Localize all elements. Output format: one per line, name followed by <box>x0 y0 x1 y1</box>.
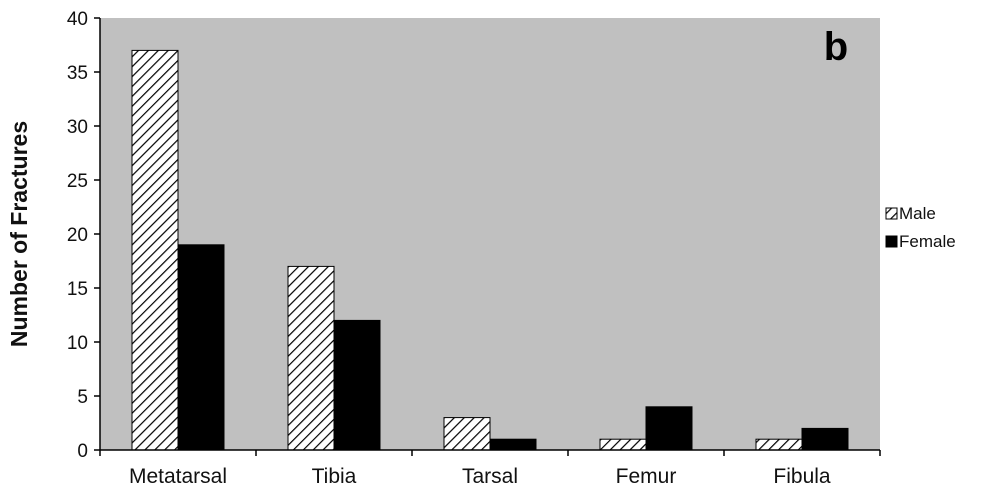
bar-female-fibula <box>801 427 849 451</box>
x-category-label: Tibia <box>312 465 357 488</box>
bars <box>131 49 849 451</box>
x-category-label: Fibula <box>773 465 831 488</box>
bar-male-tarsal <box>443 417 491 451</box>
bar-female-femur <box>645 406 693 451</box>
bar-male-metatarsal <box>131 49 179 451</box>
x-category-label: Metatarsal <box>129 465 227 488</box>
bar-male-femur <box>599 438 647 451</box>
y-tick-label: 25 <box>67 171 88 192</box>
y-axis-label: Number of Fractures <box>6 121 32 347</box>
legend-swatch-female <box>885 235 898 248</box>
x-category-label: Tarsal <box>462 465 518 488</box>
panel-label: b <box>824 25 848 69</box>
bar-female-tarsal <box>489 438 537 451</box>
y-axis-ticks: 0 5 10 15 20 25 30 35 40 <box>67 9 100 462</box>
y-tick-label: 10 <box>67 333 88 354</box>
x-category-label: Femur <box>616 465 677 488</box>
bar-female-metatarsal <box>177 244 225 451</box>
y-tick-label: 20 <box>67 225 88 246</box>
x-axis-categories: Metatarsal Tibia Tarsal Femur Fibula <box>99 450 881 488</box>
y-tick-label: 0 <box>77 441 88 462</box>
legend-swatch-male <box>885 207 898 220</box>
y-tick-label: 35 <box>67 63 88 84</box>
y-tick-label: 15 <box>67 279 88 300</box>
y-tick-label: 30 <box>67 117 88 138</box>
bar-male-fibula <box>755 438 803 451</box>
y-tick-label: 5 <box>77 387 88 408</box>
legend-label-male: Male <box>899 204 936 223</box>
plot-area <box>100 18 880 450</box>
legend-label-female: Female <box>899 232 956 251</box>
y-tick-label: 40 <box>67 9 88 30</box>
bar-female-tibia <box>333 319 381 451</box>
bar-male-tibia <box>287 265 335 451</box>
legend: Male Female <box>885 204 956 251</box>
